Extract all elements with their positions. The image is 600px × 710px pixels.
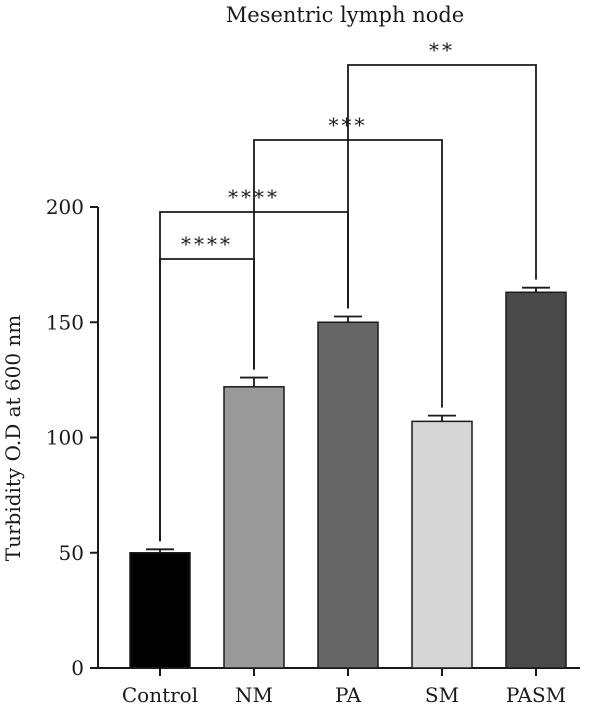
- y-ticks: 0 50 100 150 200: [46, 195, 98, 680]
- bar: [317, 321, 379, 669]
- x-tick-label: PASM: [506, 683, 566, 707]
- category-labels: Control NM PA SM PASM: [122, 668, 566, 707]
- y-tick-label: 100: [46, 426, 84, 450]
- y-tick-label: 0: [71, 656, 84, 680]
- chart-title: Mesentric lymph node: [226, 3, 464, 27]
- significance-brackets: *************: [159, 38, 537, 542]
- significance-label: ****: [228, 185, 280, 209]
- x-tick-label: PA: [335, 683, 362, 707]
- x-tick-label: NM: [235, 683, 273, 707]
- significance-label: ***: [329, 113, 368, 137]
- bar: [129, 552, 191, 669]
- bar: [223, 386, 285, 669]
- bar: [505, 291, 567, 669]
- significance-label: ****: [181, 232, 233, 256]
- y-tick-label: 150: [46, 310, 84, 334]
- y-tick-label: 50: [59, 541, 84, 565]
- x-tick-label: SM: [425, 683, 459, 707]
- significance-bracket: [347, 64, 537, 309]
- x-tick-label: Control: [122, 683, 198, 707]
- y-axis-label: Turbidity O.D at 600 nm: [1, 315, 25, 562]
- bars: [129, 291, 567, 669]
- error-bars: [146, 286, 550, 553]
- bar: [411, 420, 473, 669]
- y-tick-label: 200: [46, 195, 84, 219]
- significance-label: **: [429, 38, 455, 62]
